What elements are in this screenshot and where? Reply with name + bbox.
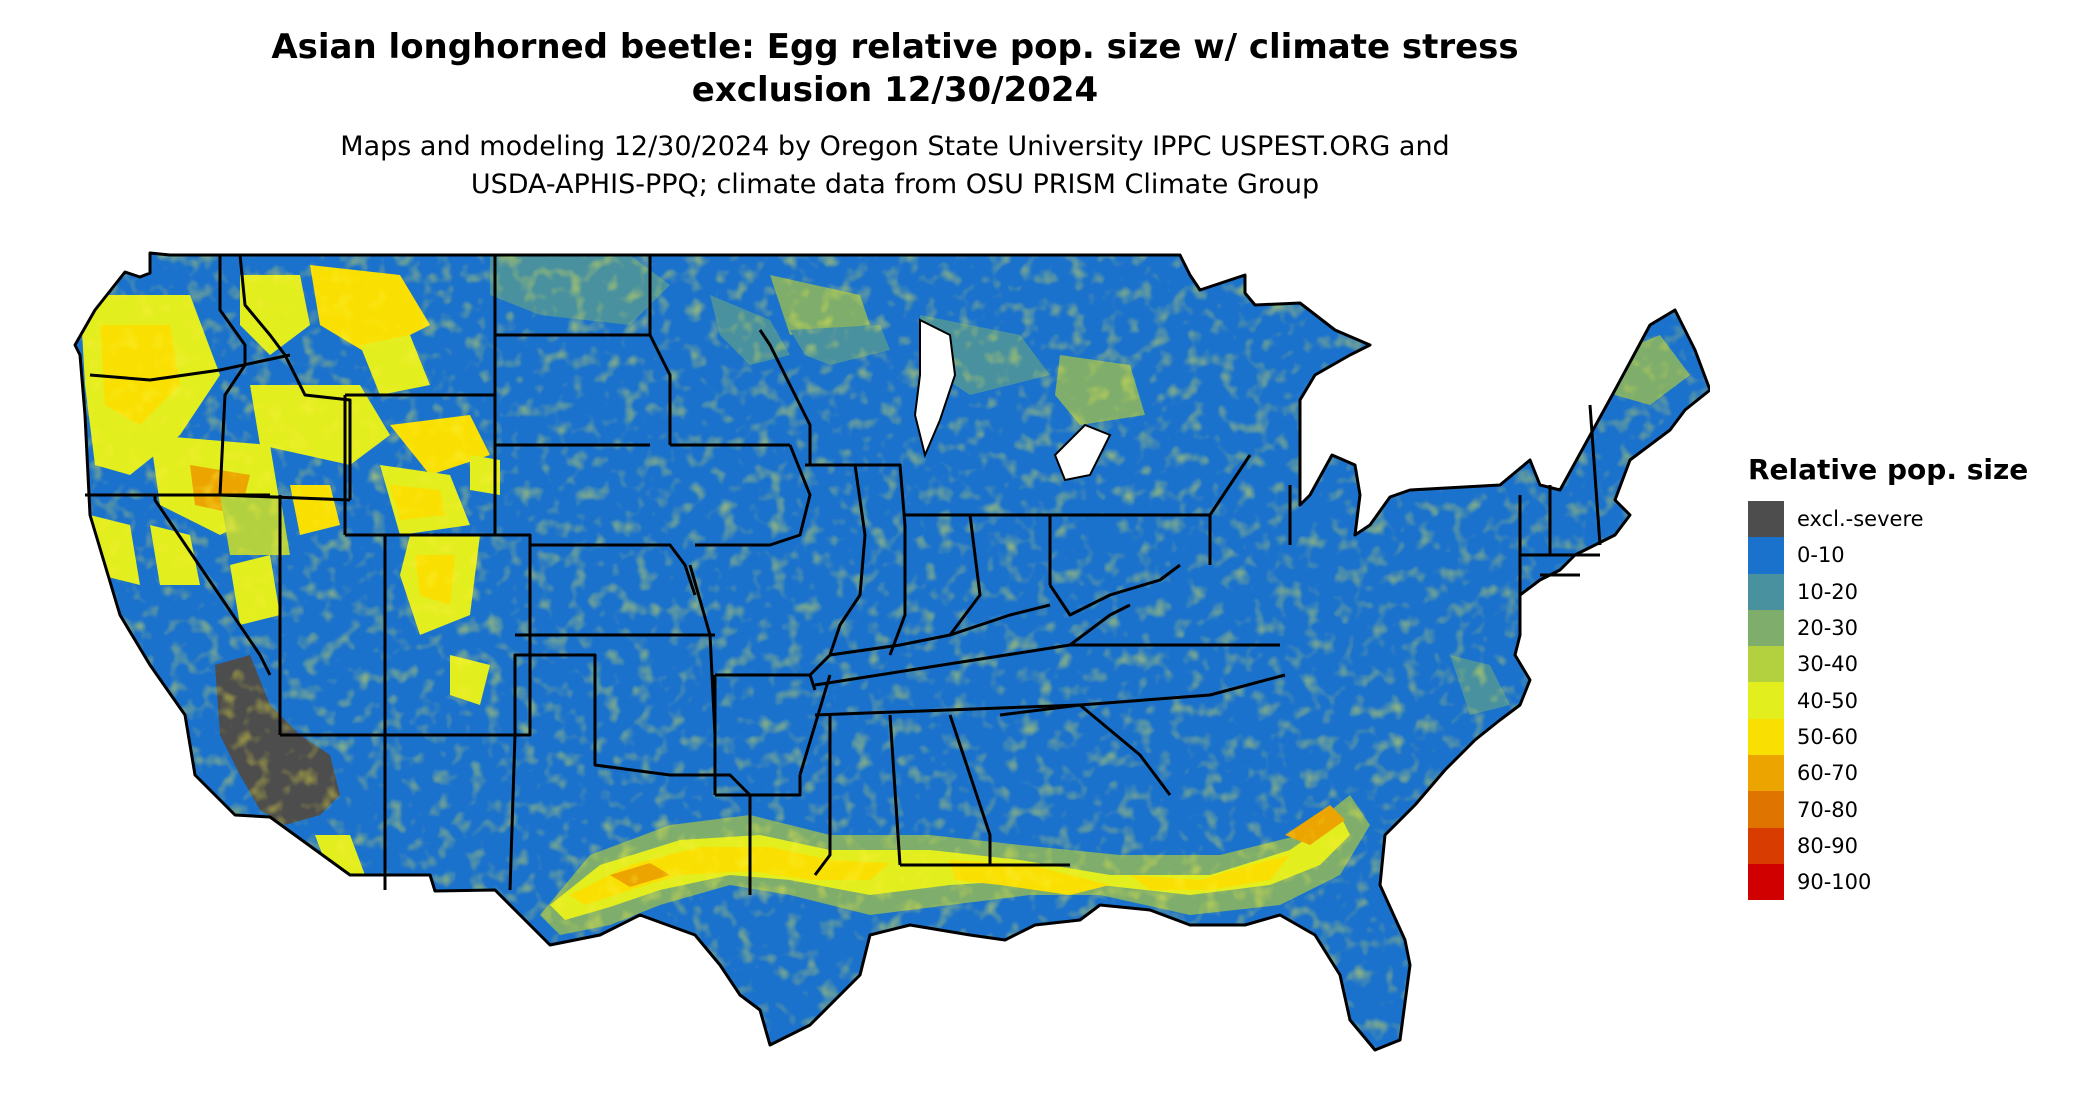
border-ia-mo xyxy=(695,444,812,547)
legend-item: 10-20 xyxy=(1748,573,2068,610)
legend-label: 0-10 xyxy=(1797,543,1845,568)
terrain-texture xyxy=(75,253,1710,1050)
border-wi-il xyxy=(805,463,907,526)
us-map-svg xyxy=(73,251,1710,1052)
border-in-oh xyxy=(905,513,982,636)
legend-label: 70-80 xyxy=(1797,797,1859,822)
legend-item: excl.-severe xyxy=(1748,501,2068,538)
border-ks-mo xyxy=(688,564,717,736)
legend-item: 50-60 xyxy=(1748,718,2068,756)
legend-label: 10-20 xyxy=(1797,579,1859,604)
legend: Relative pop. size excl.-severe 0-10 10-20… xyxy=(1748,452,2068,901)
border-tn-south xyxy=(814,703,1081,717)
lake-michigan xyxy=(913,318,957,459)
legend-swatch xyxy=(1748,537,1784,574)
legend-swatch xyxy=(1748,863,1784,901)
state-borders xyxy=(73,251,1710,1052)
legend-label: 30-40 xyxy=(1797,652,1859,677)
border-id-mt xyxy=(238,254,352,500)
border-ky-north xyxy=(829,603,1051,657)
title-line-1: Asian longhorned beetle: Egg relative po… xyxy=(271,27,1519,67)
border-il-mo xyxy=(808,464,867,677)
border-ms-al xyxy=(888,714,902,866)
border-wv xyxy=(1048,563,1181,617)
zone-30-40-ny xyxy=(1520,415,1570,465)
legend-title: Relative pop. size xyxy=(1748,453,2029,486)
legend-label: 80-90 xyxy=(1797,833,1859,858)
title-line-2: exclusion 12/30/2024 xyxy=(691,70,1099,110)
map-subtitle: Maps and modeling 12/30/2024 by Oregon S… xyxy=(0,128,1790,204)
legend-swatch xyxy=(1748,755,1784,792)
border-al-ga xyxy=(948,714,992,865)
us-map xyxy=(70,235,1710,1115)
subtitle-line-2: USDA-APHIS-PPQ; climate data from OSU PR… xyxy=(470,169,1320,200)
border-wa-or xyxy=(89,353,291,382)
legend-swatch xyxy=(1748,609,1784,647)
legend-label: 20-30 xyxy=(1797,616,1859,641)
legend-item: 0-10 xyxy=(1748,537,2068,574)
border-ga-sc xyxy=(999,703,1172,796)
legend-swatch xyxy=(1748,573,1784,610)
legend-label: 60-70 xyxy=(1797,761,1859,786)
us-outline xyxy=(73,251,1710,1052)
border-ok-tx xyxy=(513,653,752,797)
legend-label: excl.-severe xyxy=(1797,507,1924,532)
border-ny-pa xyxy=(1208,454,1252,516)
legend-swatch xyxy=(1748,827,1784,864)
legend-swatch xyxy=(1748,791,1784,828)
legend-swatch xyxy=(1748,646,1784,683)
legend-swatch xyxy=(1748,501,1784,538)
lake-huron-bay xyxy=(1053,423,1112,482)
border-nh-me xyxy=(1588,404,1602,546)
legend-item: 40-50 xyxy=(1748,682,2068,719)
legend-item: 30-40 xyxy=(1748,646,2068,683)
legend-item: 70-80 xyxy=(1748,791,2068,828)
legend-label: 50-60 xyxy=(1797,724,1859,749)
border-ky-tn xyxy=(814,603,1131,687)
border-ar-ms xyxy=(798,674,832,776)
border-il-in xyxy=(888,525,907,656)
legend-label: 40-50 xyxy=(1797,688,1859,713)
legend-item: 90-100 xyxy=(1748,863,2068,901)
border-wa-id xyxy=(218,255,247,496)
border-ne-ks xyxy=(530,543,697,596)
legend-items: excl.-severe 0-10 10-20 20-30 30-40 40-50 50-6… xyxy=(1748,501,2068,901)
legend-item: 60-70 xyxy=(1748,755,2068,792)
border-nc-sc xyxy=(1079,673,1286,707)
subtitle-line-1: Maps and modeling 12/30/2024 by Oregon S… xyxy=(340,131,1450,162)
legend-item: 80-90 xyxy=(1748,827,2068,864)
border-ms-la xyxy=(813,715,832,876)
border-mn-wi xyxy=(758,329,812,465)
great-lakes xyxy=(913,318,1112,482)
legend-item: 20-30 xyxy=(1748,609,2068,647)
map-title: Asian longhorned beetle: Egg relative po… xyxy=(0,26,1790,112)
border-ca-nv xyxy=(153,495,272,676)
legend-swatch xyxy=(1748,718,1784,756)
map-fill-layer xyxy=(75,253,1710,1050)
legend-swatch xyxy=(1748,682,1784,719)
border-id-nv-ut xyxy=(219,493,351,502)
legend-label: 90-100 xyxy=(1797,870,1872,895)
border-ar-la xyxy=(715,775,802,797)
border-nd-mn xyxy=(648,255,672,445)
